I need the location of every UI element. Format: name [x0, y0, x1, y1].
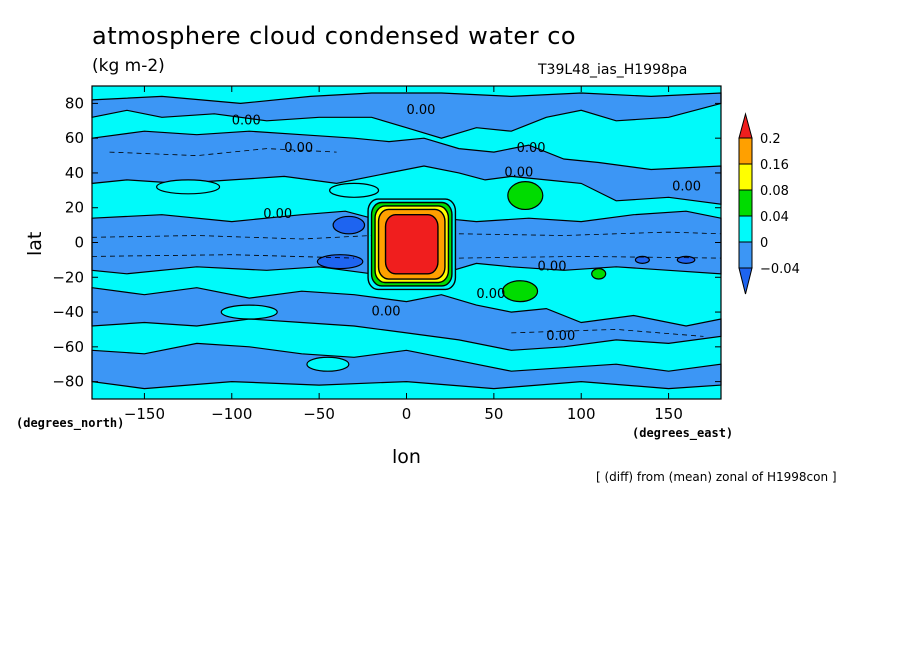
colorbar-segment	[738, 137, 753, 165]
y-axis-label: lat	[24, 231, 46, 256]
x-axis-label: lon	[392, 446, 421, 468]
y-tick-label: 20	[65, 199, 84, 217]
y-tick-label: 60	[65, 129, 84, 147]
contour-label: 0.00	[517, 141, 546, 156]
y-tick-label: −60	[52, 338, 84, 356]
x-tick-label: −150	[124, 405, 165, 423]
patch-negative-2	[316, 254, 364, 270]
run-label: T39L48_ias_H1998pa	[538, 62, 688, 78]
patch-negative-3	[676, 255, 696, 264]
x-tick-label: −100	[211, 405, 252, 423]
y-tick-label: 0	[74, 234, 84, 252]
footer-note: [ (diff) from (mean) zonal of H1998con ]	[596, 470, 837, 484]
colorbar-segment	[738, 215, 753, 243]
contour-label: 0.00	[672, 179, 701, 194]
x-tick-label: 50	[484, 405, 503, 423]
colorbar-top-arrow	[738, 112, 753, 139]
dashed-contour-5	[109, 148, 337, 157]
dashed-contour-2	[458, 231, 722, 236]
contour-label: 0.00	[407, 103, 436, 118]
contour-label: 0.00	[476, 287, 505, 302]
colorbar-label: 0.16	[760, 158, 789, 173]
gap-cyan-3	[220, 304, 278, 320]
dashed-contour-1	[91, 235, 372, 240]
y-tick-label: −20	[52, 268, 84, 286]
dashed-contour-4	[458, 255, 722, 259]
dashed-contour-3	[91, 254, 355, 259]
patch-positive-2	[501, 280, 539, 303]
contour-label: 0.00	[546, 329, 575, 344]
patch-negative-4	[634, 255, 650, 264]
x-tick-label: 0	[402, 405, 412, 423]
contour-label: 0.00	[538, 259, 567, 274]
contour-label: 0.00	[504, 165, 533, 180]
contour-label: 0.00	[232, 113, 261, 128]
y-tick-label: 80	[65, 94, 84, 112]
colorbar-label: 0.2	[760, 132, 781, 147]
y-tick-label: −80	[52, 373, 84, 391]
colorbar-label: 0.04	[760, 210, 789, 225]
chart-title: atmosphere cloud condensed water co	[92, 22, 577, 50]
x-tick-label: −50	[303, 405, 335, 423]
patch-positive-1	[507, 181, 544, 211]
colorbar-label: 0	[760, 236, 768, 251]
x-tick-label: 150	[654, 405, 683, 423]
gap-cyan-1	[156, 179, 221, 195]
dashed-contour-6	[511, 328, 704, 337]
contour-label: 0.00	[263, 207, 292, 222]
colorbar-segment	[738, 189, 753, 217]
band-north-mid	[91, 130, 722, 205]
chart-units: (kg m-2)	[92, 56, 165, 76]
colorbar-segment	[738, 163, 753, 191]
gap-cyan-4	[306, 356, 350, 372]
colorbar-label: −0.04	[760, 262, 800, 277]
central-anomaly-ring-5	[384, 213, 439, 275]
band-north-80	[91, 92, 722, 139]
x-tick-label: 100	[567, 405, 596, 423]
colorbar-bottom-arrow	[738, 267, 753, 295]
x-unit-label: (degrees_east)	[632, 426, 734, 440]
y-tick-label: −40	[52, 303, 84, 321]
gap-cyan-2	[329, 182, 380, 198]
patch-negative-1	[332, 215, 366, 235]
y-tick-label: 40	[65, 164, 84, 182]
colorbar-label: 0.08	[760, 184, 789, 199]
contour-label: 0.00	[284, 141, 313, 156]
patch-positive-3	[591, 267, 607, 280]
y-unit-label: (degrees_north)	[16, 416, 125, 430]
band-south-high	[91, 342, 722, 390]
contour-label: 0.00	[372, 305, 401, 320]
colorbar-segment	[738, 241, 753, 269]
